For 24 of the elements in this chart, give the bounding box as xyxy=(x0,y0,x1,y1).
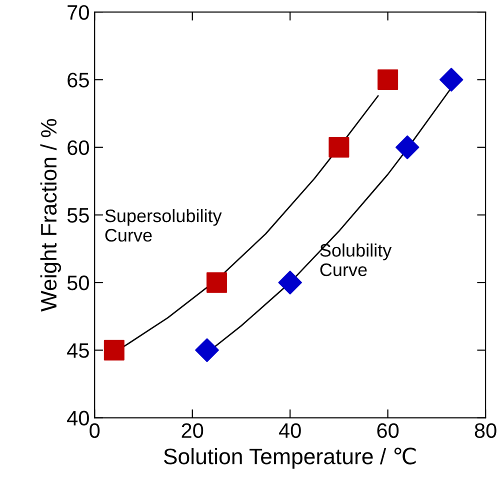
x-tick-label: 0 xyxy=(90,423,100,438)
point xyxy=(206,272,228,293)
y-tick-label: 45 xyxy=(67,343,89,358)
x-tick-label: 20 xyxy=(182,423,204,438)
point xyxy=(278,270,302,294)
y-tick-label: 70 xyxy=(68,5,89,20)
x-tick-label: 40 xyxy=(278,423,301,438)
x-tick-label: 60 xyxy=(377,423,399,438)
y-axis-title: Weight Fraction / % xyxy=(40,118,62,312)
y-tick-label: 65 xyxy=(68,72,89,88)
x-tick-label: 80 xyxy=(474,423,496,438)
y-tick-label: 60 xyxy=(68,140,89,156)
y-tick-label: 40 xyxy=(67,410,89,426)
annotation: Solubility Curve xyxy=(320,243,392,276)
point xyxy=(328,137,350,158)
point xyxy=(395,135,420,160)
y-tick-label: 50 xyxy=(67,276,89,290)
point xyxy=(439,68,464,92)
annotation: Supersolubility Curve xyxy=(105,208,222,242)
point xyxy=(195,338,219,362)
point xyxy=(104,340,124,360)
point xyxy=(378,69,398,90)
y-tick-label: 55 xyxy=(67,208,89,223)
x-axis-title: Solution Temperature / ℃ xyxy=(164,448,416,469)
